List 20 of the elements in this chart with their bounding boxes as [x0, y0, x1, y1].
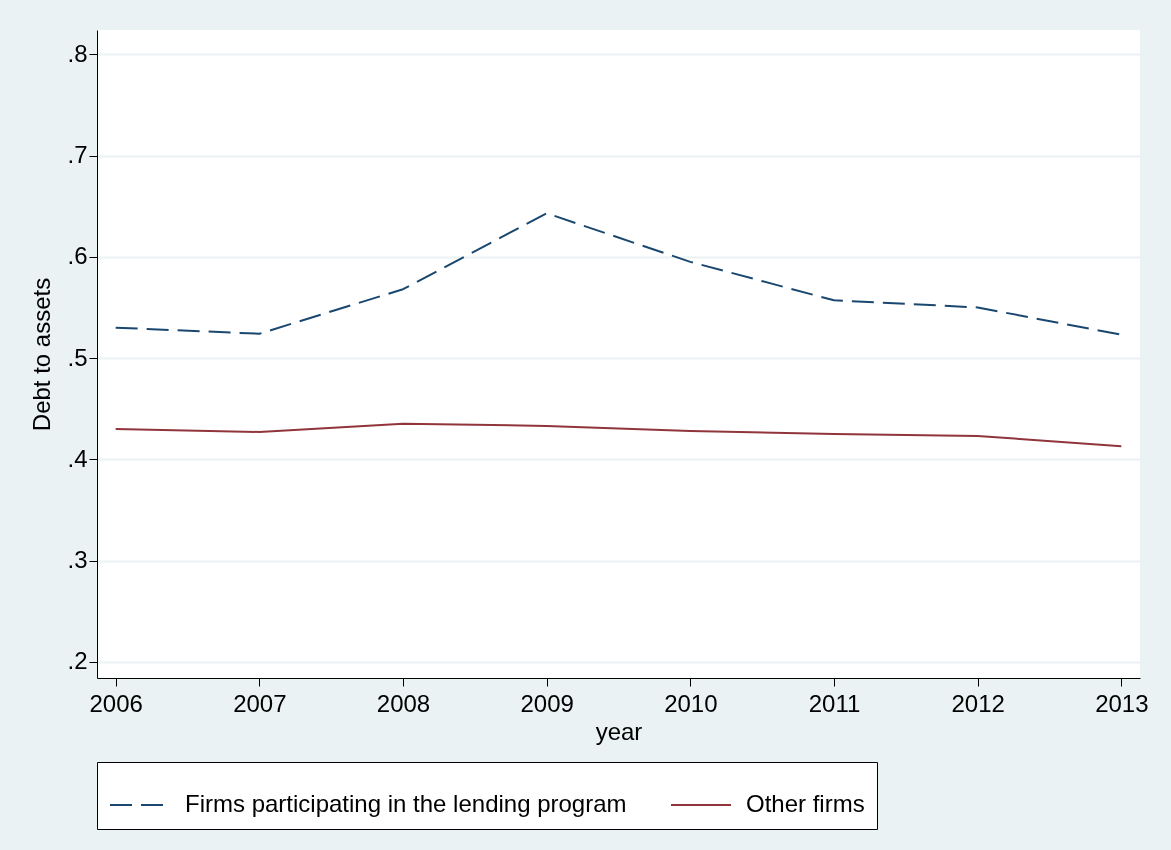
y-tick-label: .2 [67, 647, 88, 675]
x-tick-label: 2008 [376, 689, 431, 717]
y-tick-label: .6 [67, 242, 88, 270]
y-tick-label: .7 [67, 141, 88, 169]
legend-label: Other firms [746, 790, 865, 817]
x-tick-label: 2013 [1095, 689, 1149, 717]
legend-label: Firms participating in the lending program [185, 790, 627, 817]
x-tick-label: 2009 [520, 689, 574, 717]
y-axis-title: Debt to assets [28, 277, 56, 432]
y-tick-label: .8 [67, 39, 88, 67]
y-tick-label: .4 [67, 444, 88, 472]
y-tick-label: .5 [67, 343, 88, 371]
y-tick-label: .3 [67, 546, 88, 574]
x-tick-label: 2010 [664, 689, 718, 717]
x-axis-title: year [595, 717, 643, 745]
x-tick-label: 2011 [808, 689, 861, 717]
x-tick-label: 2007 [233, 689, 287, 717]
line-series [114, 422, 1123, 448]
x-tick-label: 2012 [951, 689, 1005, 717]
x-tick-label: 2006 [89, 689, 143, 717]
